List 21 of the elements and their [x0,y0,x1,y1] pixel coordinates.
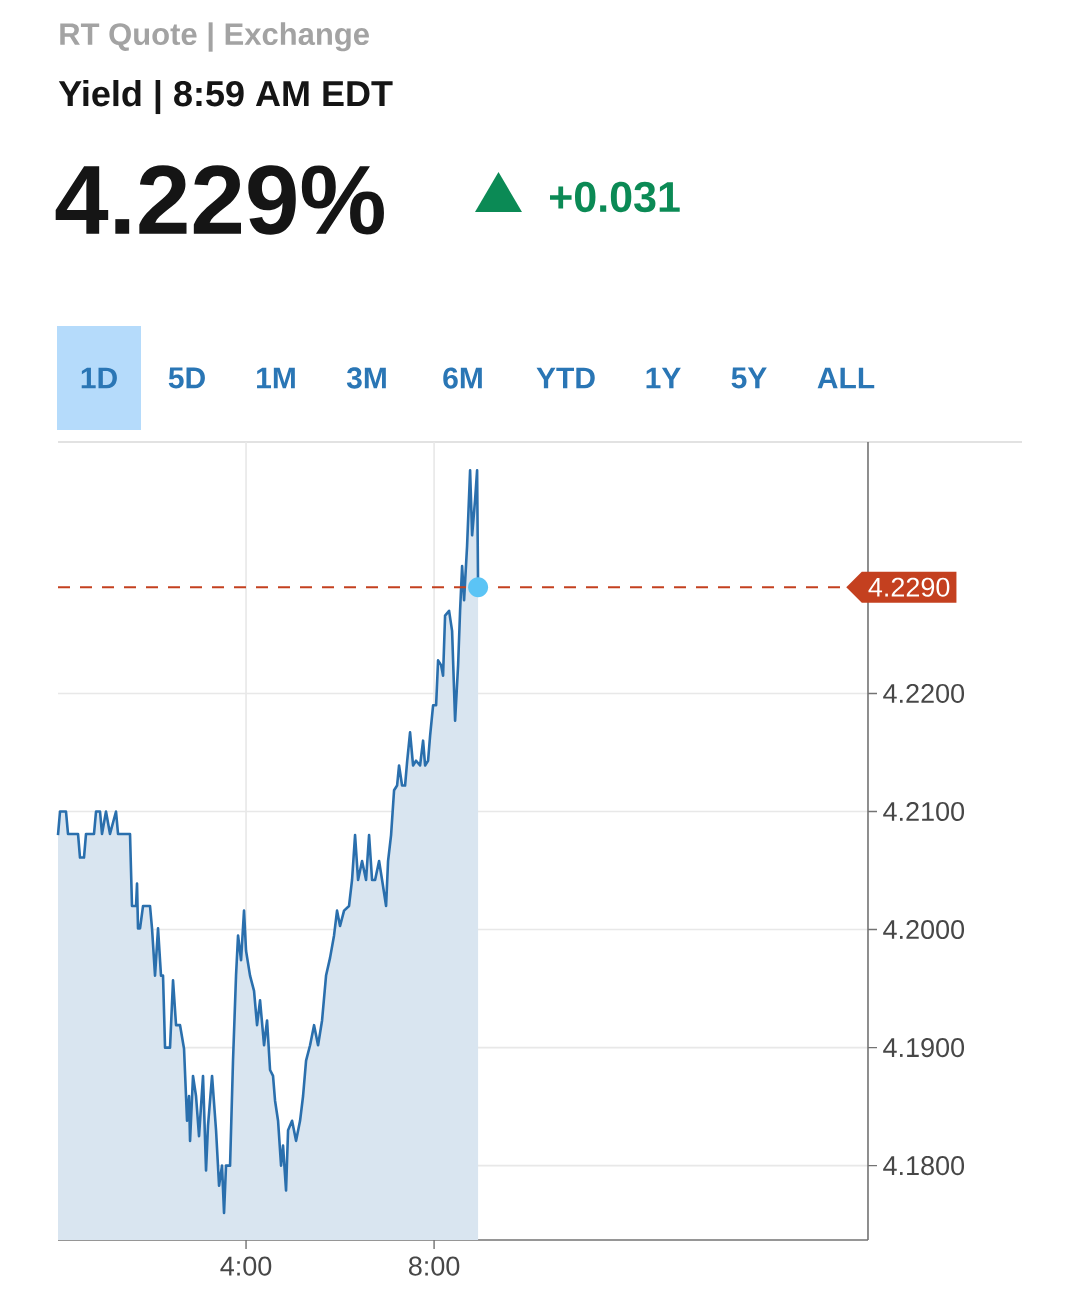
text: 1D [81,367,117,389]
text: 5D [168,367,205,389]
y-tick-label: 4.2000 [883,919,965,940]
text: 6M [443,367,482,389]
text: 1Y [646,367,681,389]
text: 5Y [731,367,767,389]
text: ALL [817,367,875,389]
y-tick-label: 4.1800 [883,1156,965,1176]
text: +0.031 [550,181,680,213]
text: Yield | 8:59 AM EDT [58,79,393,115]
y-tick-label: 4.2200 [883,683,965,704]
y-tick-label: 4.2100 [883,801,965,822]
x-tick-label: 4:00 [220,1256,272,1276]
text: 3M [346,367,386,389]
text: 1M [257,367,295,389]
y-tick-label: 4.1900 [883,1038,965,1058]
text: RT Quote | Exchange [60,22,369,52]
text: YTD [536,367,595,389]
ref-line-label: 4.2290 [868,577,950,597]
text: 4.229% [55,165,384,235]
x-tick-label: 8:00 [408,1256,460,1276]
